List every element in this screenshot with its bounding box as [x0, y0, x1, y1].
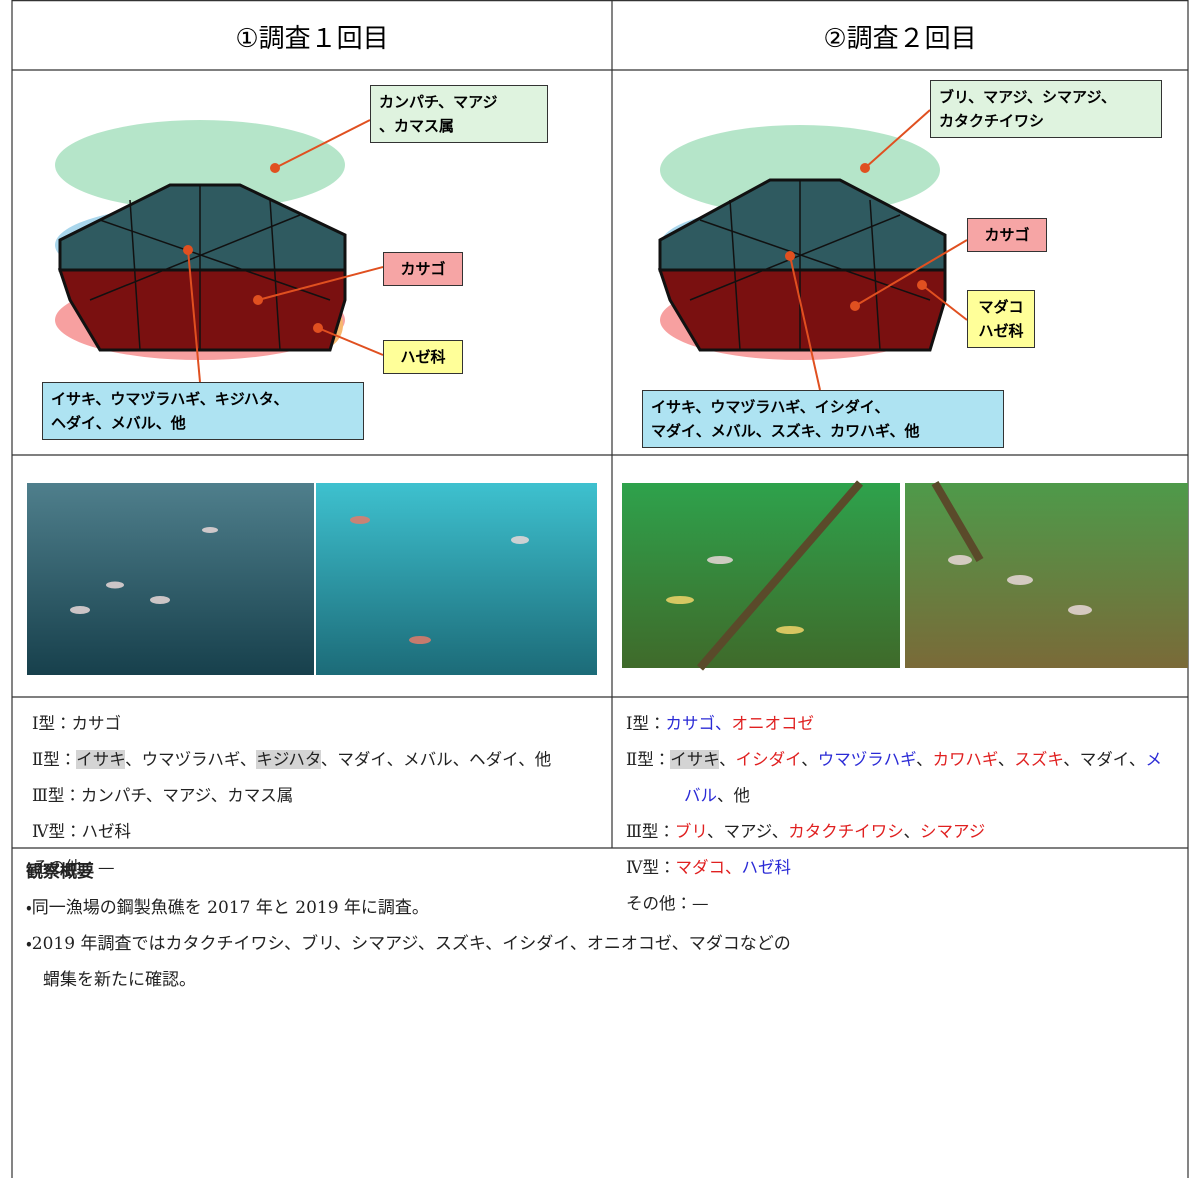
list-row: その他：—	[32, 850, 602, 886]
list-row: Ⅰ型：カサゴ	[32, 706, 602, 742]
label-box: カサゴ	[967, 218, 1047, 252]
species: イサキ	[76, 750, 126, 769]
label-line: カンパチ、マアジ	[379, 93, 498, 111]
species: 、マダイ、	[1063, 750, 1146, 769]
species: 、	[997, 750, 1015, 769]
summary-line: 蝟集を新たに確認。	[43, 970, 196, 990]
row-label: Ⅰ型：	[32, 714, 72, 733]
species: イシダイ	[735, 750, 802, 769]
species: —	[692, 894, 709, 913]
summary-line: ・2019 年調査ではカタクチイワシ、ブリ、シマアジ、スズキ、イシダイ、オニオコ…	[26, 934, 791, 954]
species: スズキ	[1014, 750, 1064, 769]
label-line: ブリ、マアジ、シマアジ、	[939, 88, 1117, 106]
row-label: Ⅲ型：	[32, 786, 81, 805]
species: カンパチ、マアジ、カマス属	[80, 786, 294, 805]
header: ①調査１回目	[235, 24, 389, 54]
species: ハゼ科	[81, 822, 131, 841]
row-label: Ⅱ型：	[626, 750, 671, 769]
species: キジハタ	[256, 750, 321, 769]
list-row: Ⅳ型：マダコ、ハゼ科	[626, 850, 1174, 886]
species: 、	[719, 750, 736, 769]
row-label: Ⅱ型：	[32, 750, 77, 769]
species: ブリ	[674, 822, 707, 841]
summary-line: ・同一漁場の鋼製魚礁を 2017 年と 2019 年に調査。	[26, 898, 429, 918]
list-row: Ⅱ型：イサキ、イシダイ、ウマヅラハギ、カワハギ、スズキ、マダイ、メバル、他	[626, 742, 1174, 814]
species: 、ウマヅラハギ、	[125, 750, 257, 769]
species: ウマヅラハギ	[817, 750, 917, 769]
label-line: カサゴ	[400, 260, 446, 278]
species: 、	[916, 750, 933, 769]
species: 、マダイ、メバル、ヘダイ、他	[320, 750, 552, 769]
label-line: イサキ、ウマヅラハギ、キジハタ、	[51, 390, 289, 408]
label-line: カタクチイワシ	[939, 112, 1045, 130]
label-box: ハゼ科	[383, 340, 463, 374]
label-box: マダコ ハゼ科	[967, 290, 1035, 348]
species: 、他	[717, 786, 750, 805]
species: オニオコゼ	[731, 714, 815, 733]
label-box: イサキ、ウマヅラハギ、キジハタ、 ヘダイ、メバル、他	[42, 382, 364, 440]
label-line: ハゼ科	[978, 322, 1024, 340]
species: メバル	[684, 750, 1162, 805]
label-box: ブリ、マアジ、シマアジ、 カタクチイワシ	[930, 80, 1162, 138]
species-list: Ⅰ型：カサゴ、オニオコゼ Ⅱ型：イサキ、イシダイ、ウマヅラハギ、カワハギ、スズキ、…	[626, 706, 1174, 922]
list-row: Ⅲ型：ブリ、マアジ、カタクチイワシ、シマアジ	[626, 814, 1174, 850]
species: カワハギ	[932, 750, 998, 769]
species: 、	[801, 750, 818, 769]
list-row: Ⅲ型：カンパチ、マアジ、カマス属	[32, 778, 602, 814]
list-row: Ⅱ型：イサキ、ウマヅラハギ、キジハタ、マダイ、メバル、ヘダイ、他	[32, 742, 602, 778]
species: マダコ、	[675, 858, 742, 877]
label-line: イサキ、ウマヅラハギ、イシダイ、	[651, 398, 890, 416]
label-line: 、カマス属	[379, 117, 455, 135]
row-label: Ⅲ型：	[626, 822, 675, 841]
row-label: Ⅰ型：	[626, 714, 666, 733]
species: 、マアジ、	[706, 822, 789, 841]
summary: 観察概要 ・同一漁場の鋼製魚礁を 2017 年と 2019 年に調査。・2019…	[26, 858, 791, 998]
label-box: カンパチ、マアジ 、カマス属	[370, 85, 548, 143]
list-row: Ⅰ型：カサゴ、オニオコゼ	[626, 706, 1174, 742]
species: カサゴ	[71, 714, 122, 733]
summary-lines: ・同一漁場の鋼製魚礁を 2017 年と 2019 年に調査。・2019 年調査で…	[26, 890, 791, 998]
row-label: その他：	[32, 858, 98, 877]
species: 、	[903, 822, 920, 841]
label-line: カサゴ	[984, 226, 1030, 244]
species: ハゼ科	[741, 858, 791, 877]
row-label: その他：	[626, 894, 692, 913]
species: —	[98, 858, 115, 877]
label-box: イサキ、ウマヅラハギ、イシダイ、マダイ、メバル、スズキ、カワハギ、他	[642, 390, 1004, 448]
label-line: ヘダイ、メバル、他	[51, 414, 186, 432]
summary-title: 観察概要	[26, 862, 94, 882]
row-label: Ⅳ型：	[32, 822, 82, 841]
species-list: Ⅰ型：カサゴ Ⅱ型：イサキ、ウマヅラハギ、キジハタ、マダイ、メバル、ヘダイ、他 Ⅲ型…	[32, 706, 602, 886]
species: シマアジ	[919, 822, 986, 841]
row-label: Ⅳ型：	[626, 858, 676, 877]
species: カサゴ、	[665, 714, 732, 733]
label-line: マダイ、メバル、スズキ、カワハギ、他	[651, 422, 920, 440]
species: イサキ	[670, 750, 720, 769]
species: カタクチイワシ	[788, 822, 904, 841]
header: ②調査２回目	[823, 24, 977, 54]
label-box: カサゴ	[383, 252, 463, 286]
list-row: Ⅳ型：ハゼ科	[32, 814, 602, 850]
label-line: ハゼ科	[400, 348, 446, 366]
label-line: マダコ	[978, 298, 1024, 316]
list-row: その他：—	[626, 886, 1174, 922]
